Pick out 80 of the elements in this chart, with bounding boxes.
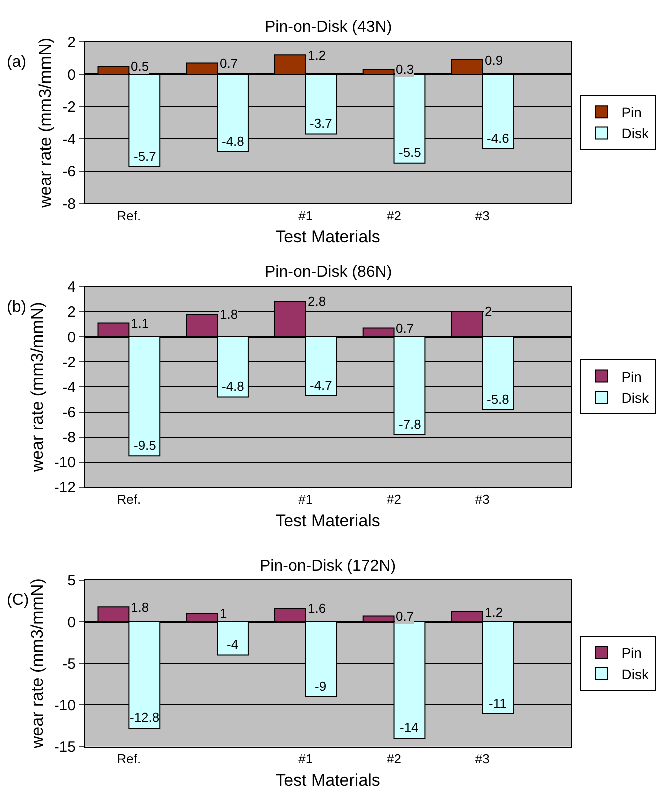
data-label: -14 [400,720,419,735]
data-label: 0.9 [485,53,504,68]
data-label: -12.8 [130,710,160,725]
data-label: 1 [220,606,228,621]
x-tick-label: #2 [387,208,402,224]
data-label: -5.7 [134,149,156,164]
x-tick-label: Ref. [117,492,142,508]
data-label: -4.7 [310,378,332,393]
data-label: 2 [485,304,492,319]
data-label: -7.8 [399,417,422,432]
y-tick-label: 0 [68,614,76,632]
y-tick-label: -5 [62,656,76,673]
chart-title: Pin-on-Disk (172N) [260,558,396,575]
x-tick-label: #1 [298,492,314,508]
data-label: 2.8 [308,294,326,309]
data-label: -9 [315,679,327,694]
y-axis-title: wear rate (mm3/mmN) [28,578,47,750]
data-label: 0.5 [131,59,150,74]
y-tick-label: -12 [54,480,76,497]
legend-label: Disk [622,390,650,406]
data-label: -3.7 [310,116,332,131]
y-tick-label: -2 [62,354,76,372]
data-label: 1.2 [485,605,504,620]
y-tick-label: -10 [54,697,76,714]
legend-label: Disk [622,126,650,142]
data-label: 0.7 [396,609,414,624]
chart-title: Pin-on-Disk (86N) [265,264,392,281]
data-label: -9.5 [134,438,156,453]
y-tick-label: 2 [68,34,76,52]
y-axis-title: wear rate (mm3/mmN) [28,302,47,474]
x-tick-label: #2 [387,751,402,766]
data-label: -4.8 [222,134,244,149]
x-axis-title: Test Materials [276,511,380,530]
x-axis-title: Test Materials [276,228,380,247]
x-tick-label: #1 [298,751,314,766]
y-tick-label: 2 [68,304,76,322]
data-label: -11 [489,696,507,711]
data-label: 1.1 [131,316,150,331]
text: (b) [7,299,27,316]
x-tick-label: #1 [298,208,314,224]
x-tick-label: Ref. [117,751,142,766]
text: (C) [7,592,30,609]
y-tick-label: 0 [68,329,76,346]
y-tick-label: -8 [62,196,76,213]
data-label: 0.7 [396,321,414,336]
x-axis-title: Test Materials [276,770,380,790]
y-tick-label: -6 [62,164,76,181]
data-label: 0.3 [396,62,414,77]
legend-label: Pin [622,368,642,385]
data-label: -4.8 [222,379,244,394]
y-tick-label: -15 [54,739,76,756]
x-tick-label: #3 [475,208,490,224]
y-axis-title: wear rate (mm3/mmN) [36,38,56,209]
x-tick-label: #2 [387,492,402,508]
data-label: -4.6 [487,131,510,146]
data-label: 1.6 [308,601,326,616]
data-label: 1.2 [308,48,326,63]
x-tick-label: Ref. [117,208,142,224]
data-label: -5.5 [399,145,422,160]
x-tick-label: #3 [475,492,490,508]
legend-label: Disk [622,666,650,682]
data-label: -5.8 [487,392,510,407]
data-label: 1.8 [131,600,150,615]
data-label: -4 [227,637,239,652]
y-tick-label: -10 [54,454,76,472]
x-tick-label: #3 [475,751,490,766]
text: (a) [7,54,27,71]
legend-label: Pin [622,645,642,662]
y-tick-label: 4 [68,279,76,296]
y-tick-label: -8 [62,430,76,447]
y-tick-label: 0 [68,66,76,84]
y-tick-label: -4 [62,379,76,396]
data-label: 0.7 [220,56,238,71]
data-label: 1.8 [220,307,238,322]
y-tick-label: -2 [62,99,76,116]
y-tick-label: -4 [62,131,76,148]
legend-label: Pin [622,104,642,121]
chart-title: Pin-on-Disk (43N) [265,19,392,36]
y-tick-label: 5 [68,572,76,590]
y-tick-label: -6 [62,404,76,422]
